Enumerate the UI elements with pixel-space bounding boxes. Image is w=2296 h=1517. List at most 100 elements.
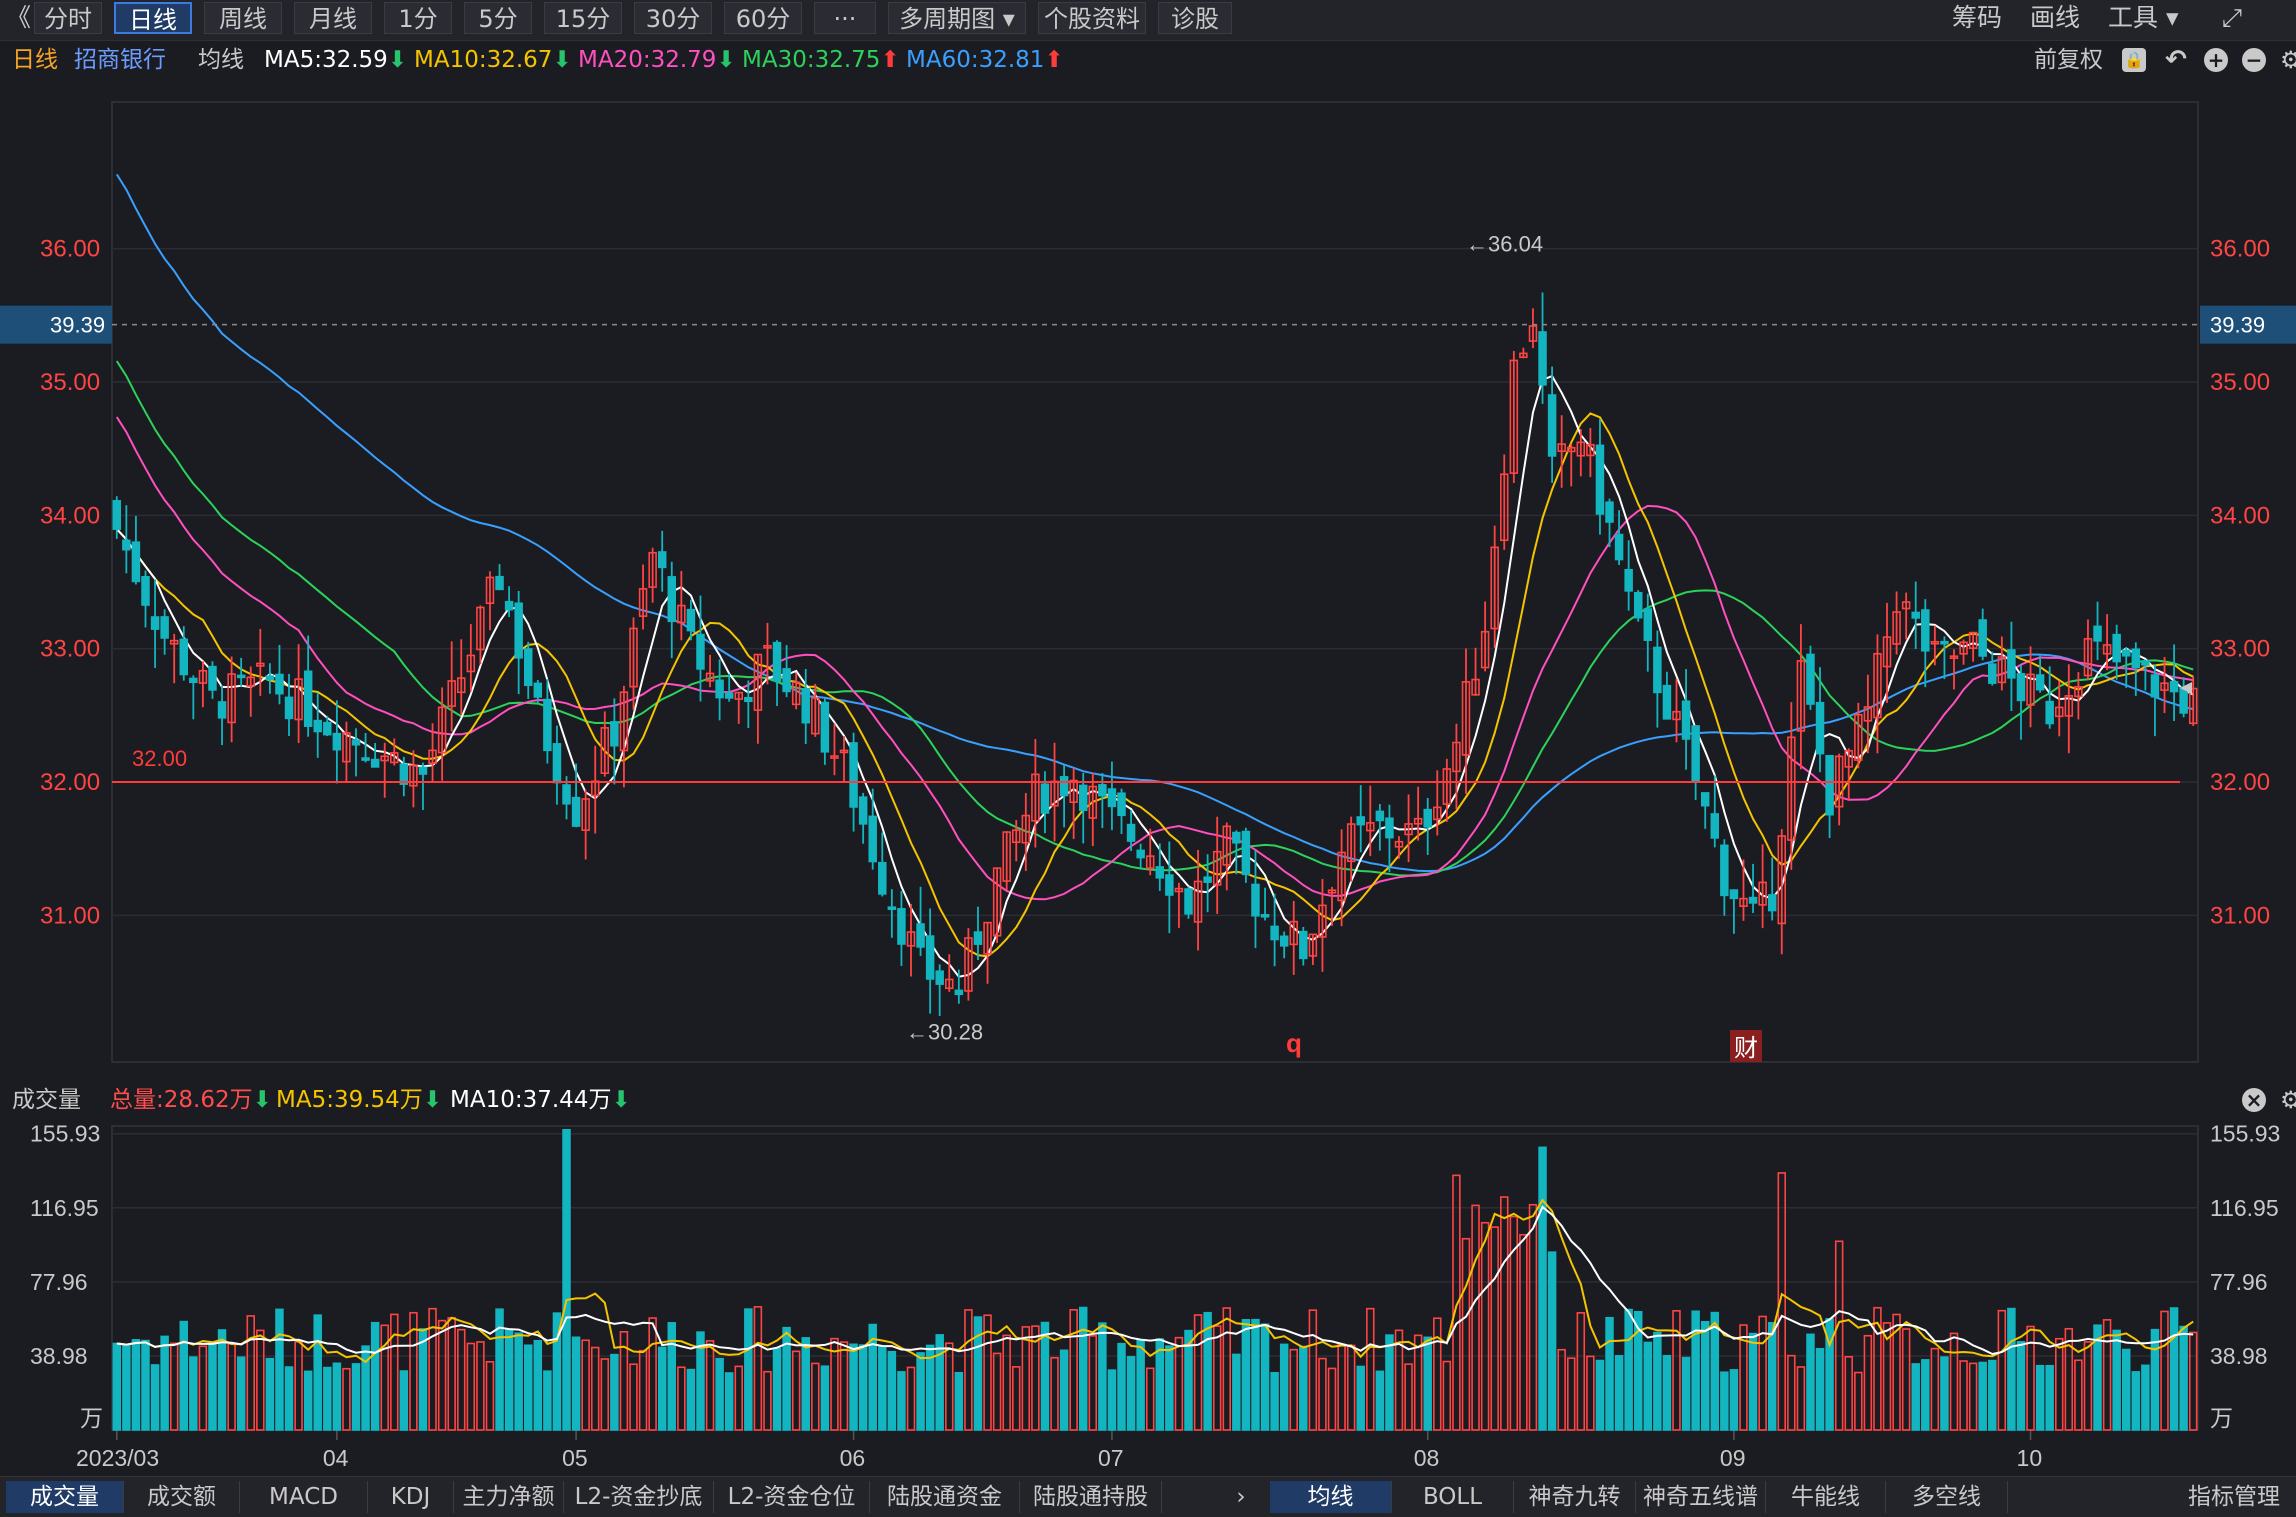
- volume-bar: [2007, 1307, 2016, 1431]
- zoom-in-icon[interactable]: +: [2204, 48, 2228, 72]
- tab-11[interactable]: 个股资料: [1038, 2, 1146, 34]
- indicator-tab-8[interactable]: 陆股通持股: [1020, 1481, 1162, 1513]
- candle-body: [131, 541, 141, 583]
- candle-body: [1911, 611, 1920, 619]
- volume-bar: [323, 1366, 332, 1431]
- chevron-right-icon[interactable]: ›: [1236, 1484, 1246, 1510]
- indicator-tab-5[interactable]: L2-资金抄底: [564, 1481, 714, 1513]
- overlay-tab-0[interactable]: 均线: [1270, 1481, 1392, 1513]
- candle-body: [744, 696, 753, 703]
- overlay-tab-3[interactable]: 神奇五线谱: [1636, 1481, 1766, 1513]
- volume-bar: [1098, 1322, 1107, 1431]
- draw-button[interactable]: 画线: [2030, 3, 2081, 32]
- back-icon[interactable]: 《: [6, 3, 32, 32]
- tab-1[interactable]: 日线: [114, 2, 192, 34]
- close-icon[interactable]: ×: [2242, 1088, 2266, 1112]
- overlay-tab-4[interactable]: 牛能线: [1766, 1481, 1886, 1513]
- overlay-tab-2[interactable]: 神奇九转: [1514, 1481, 1636, 1513]
- candle-body: [504, 600, 514, 611]
- date-tick: 05: [562, 1445, 588, 1471]
- low-annotation: ←30.28: [906, 1019, 983, 1044]
- volume-tick-left: 万: [80, 1405, 103, 1431]
- price-tick-left: 35.00: [40, 369, 100, 396]
- overlay-tab-5[interactable]: 多空线: [1886, 1481, 2008, 1513]
- volume-bar: [571, 1336, 581, 1431]
- indicator-manage-button[interactable]: 指标管理: [2188, 1484, 2280, 1510]
- tab-2[interactable]: 周线: [204, 2, 282, 34]
- candle-body: [945, 978, 954, 990]
- volume-bar: [1997, 1309, 2007, 1431]
- overlay-tab-1[interactable]: BOLL: [1392, 1481, 1514, 1513]
- volume-bar: [504, 1328, 514, 1431]
- crosshair-label: 39.39: [50, 313, 105, 338]
- price-tick-left: 31.00: [40, 902, 100, 929]
- tab-8[interactable]: 60分: [724, 2, 802, 34]
- candle-body: [696, 633, 705, 670]
- lock-icon[interactable]: 🔒: [2122, 48, 2146, 72]
- indicator-tab-0[interactable]: 成交量: [6, 1481, 124, 1513]
- adjust-button[interactable]: 前复权: [2034, 47, 2103, 73]
- chips-button[interactable]: 筹码: [1952, 3, 2003, 32]
- volume-bar: [1662, 1354, 1672, 1431]
- candle-body: [801, 688, 810, 724]
- candle-body: [543, 698, 552, 752]
- indicator-tab-3[interactable]: KDJ: [368, 1481, 454, 1513]
- indicator-tab-6[interactable]: L2-资金仓位: [714, 1481, 870, 1513]
- up-arrow-icon: ⬆: [1044, 47, 1064, 73]
- candle-body: [1279, 935, 1289, 947]
- undo-icon[interactable]: ↶: [2165, 45, 2187, 75]
- price-panel-frame: [111, 101, 2199, 1063]
- tab-9[interactable]: ···: [814, 2, 876, 34]
- volume-bar: [303, 1370, 313, 1431]
- ma-label[interactable]: 均线: [198, 47, 244, 73]
- zoom-out-icon[interactable]: −: [2242, 48, 2266, 72]
- volume-legend: 成交量 总量:28.62万⬇ MA5:39.54万⬇ MA10:37.44万⬇ …: [0, 1082, 2296, 1118]
- tab-0[interactable]: 分时: [34, 2, 102, 34]
- volume-bar: [2169, 1307, 2179, 1431]
- settings-icon[interactable]: ⚙: [2280, 1086, 2296, 1114]
- candle-body: [380, 755, 389, 762]
- indicator-tab-4[interactable]: 主力净额: [454, 1481, 564, 1513]
- candle-body: [1088, 785, 1098, 819]
- tab-12[interactable]: 诊股: [1158, 2, 1232, 34]
- tab-5[interactable]: 5分: [464, 2, 532, 34]
- candle-body: [1270, 925, 1279, 941]
- stock-name[interactable]: 招商银行: [74, 47, 166, 73]
- volume-title[interactable]: 成交量: [12, 1087, 81, 1113]
- settings-icon[interactable]: ⚙: [2280, 46, 2296, 74]
- volume-bar: [1988, 1359, 1997, 1431]
- candle-body: [610, 721, 619, 747]
- ma5-line: [116, 374, 2194, 978]
- tab-7[interactable]: 30分: [634, 2, 712, 34]
- event-marker: q: [1286, 1028, 1302, 1058]
- price-tick-left: 36.00: [40, 236, 100, 263]
- indicator-tab-1[interactable]: 成交额: [124, 1481, 240, 1513]
- volume-bar: [638, 1349, 648, 1431]
- volume-bar: [1270, 1372, 1279, 1431]
- candle-body: [1117, 792, 1126, 817]
- volume-bar: [514, 1332, 523, 1431]
- candle-body: [916, 923, 925, 948]
- period-label[interactable]: 日线: [12, 47, 58, 73]
- indicator-tab-7[interactable]: 陆股通资金: [870, 1481, 1020, 1513]
- tools-button[interactable]: 工具 ▾: [2108, 3, 2179, 32]
- candle-body: [246, 676, 255, 687]
- volume-bar: [1787, 1354, 1796, 1431]
- candle-body: [447, 680, 456, 707]
- volume-bar: [466, 1342, 476, 1431]
- volume-bar: [1691, 1310, 1700, 1431]
- volume-bar: [1442, 1360, 1452, 1431]
- tab-6[interactable]: 15分: [544, 2, 622, 34]
- expand-icon[interactable]: ⤢: [2222, 3, 2243, 32]
- tab-10[interactable]: 多周期图 ▾: [888, 2, 1026, 34]
- indicator-tab-2[interactable]: MACD: [240, 1481, 368, 1513]
- volume-bar: [744, 1308, 753, 1431]
- candle-body: [1777, 835, 1787, 925]
- volume-bar: [973, 1316, 983, 1431]
- tab-4[interactable]: 1分: [384, 2, 452, 34]
- volume-bar: [1241, 1319, 1251, 1431]
- candle-body: [189, 677, 198, 684]
- kline-chart[interactable]: 32.00 39.39 39.39 ←36.04 ←30.28 q 财 36.00 36.00…: [0, 78, 2296, 1476]
- volume-bar: [179, 1320, 189, 1431]
- tab-3[interactable]: 月线: [294, 2, 372, 34]
